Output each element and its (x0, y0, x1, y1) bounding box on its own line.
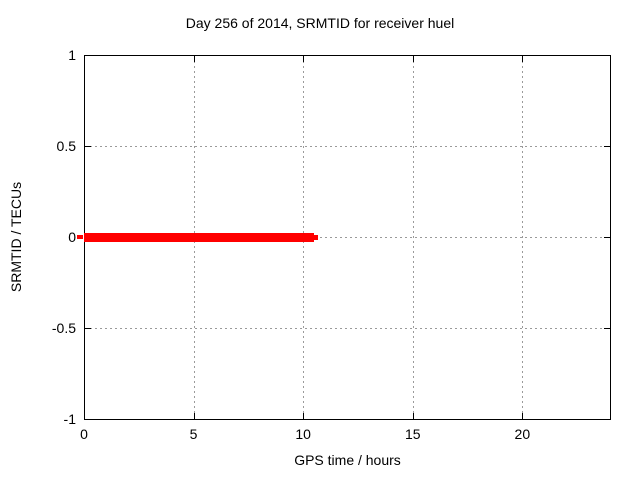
series-line-right-cap (314, 235, 319, 240)
gridline-horizontal (85, 237, 610, 238)
x-tick-mark-bottom (193, 413, 195, 419)
x-axis-label: GPS time / hours (294, 452, 401, 468)
y-tick-mark-right (604, 328, 610, 329)
x-tick-mark-top (412, 56, 414, 62)
x-tick-mark-bottom (303, 413, 305, 419)
y-tick-mark-right (604, 146, 610, 147)
chart-title: Day 256 of 2014, SRMTID for receiver hue… (185, 15, 455, 31)
y-tick-mark-left (85, 55, 91, 56)
x-tick-label: 0 (80, 426, 88, 442)
y-tick-mark-left (85, 146, 91, 147)
x-tick-mark-top (303, 56, 305, 62)
x-tick-mark-top (193, 56, 195, 62)
x-tick-label: 20 (514, 426, 531, 442)
y-tick-label: -1 (63, 411, 76, 427)
gridline-horizontal (85, 146, 610, 147)
series-line-left-cap (77, 235, 83, 239)
y-tick-label: 0.5 (56, 138, 76, 154)
x-tick-mark-bottom (84, 413, 85, 419)
plot-area (77, 55, 611, 420)
gridline-horizontal (85, 328, 610, 329)
y-tick-mark-left (85, 419, 91, 420)
y-tick-mark-right (604, 55, 610, 56)
x-tick-label: 15 (404, 426, 421, 442)
x-tick-mark-bottom (522, 413, 524, 419)
x-tick-mark-top (84, 56, 85, 62)
y-tick-label: 0 (68, 229, 76, 245)
y-tick-mark-left (85, 328, 91, 329)
y-tick-label: 1 (68, 47, 76, 63)
x-tick-label: 5 (189, 426, 198, 442)
y-tick-mark-right (604, 419, 610, 420)
x-tick-label: 10 (295, 426, 311, 442)
x-tick-mark-top (522, 56, 524, 62)
y-tick-label: -0.5 (51, 320, 76, 336)
series-srmtid-line (84, 233, 315, 242)
x-tick-mark-bottom (412, 413, 414, 419)
y-tick-mark-right (604, 237, 610, 238)
